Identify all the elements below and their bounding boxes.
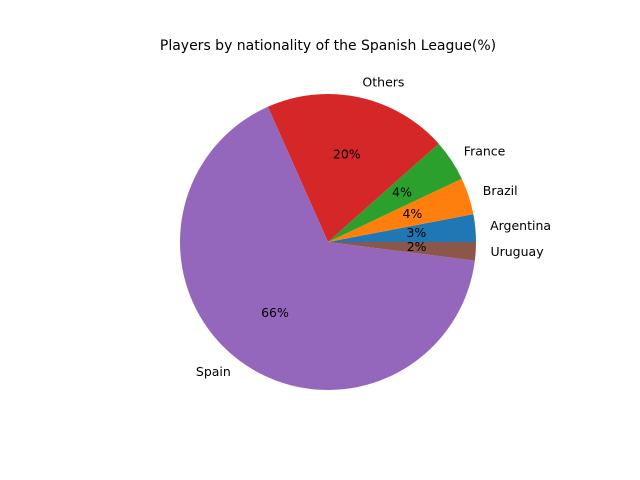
pie-slices bbox=[180, 94, 476, 390]
slice-percent-spain: 66% bbox=[261, 305, 289, 320]
slice-percent-uruguay: 2% bbox=[407, 239, 427, 254]
pie-slice-others bbox=[267, 94, 439, 242]
slice-label-france: France bbox=[464, 144, 506, 159]
slice-label-brazil: Brazil bbox=[483, 183, 518, 198]
pie-slice-argentina bbox=[328, 214, 476, 242]
pie-percent-labels: 3% 4% 4% 20% 66% 2% bbox=[261, 147, 427, 320]
slice-label-spain: Spain bbox=[196, 364, 231, 379]
pie-slice-brazil bbox=[328, 178, 474, 242]
slice-percent-others: 20% bbox=[333, 147, 361, 162]
pie-slice-uruguay bbox=[328, 242, 476, 261]
slice-label-uruguay: Uruguay bbox=[490, 244, 544, 259]
pie-slice-france bbox=[328, 143, 462, 242]
slice-percent-argentina: 3% bbox=[406, 225, 426, 240]
slice-label-others: Others bbox=[362, 74, 404, 89]
slice-percent-france: 4% bbox=[392, 185, 412, 200]
pie-labels: Argentina Brazil France Others Spain Uruguay bbox=[196, 74, 551, 379]
chart-title: Players by nationality of the Spanish Le… bbox=[160, 38, 496, 54]
pie-slice-spain bbox=[180, 106, 475, 390]
slice-percent-brazil: 4% bbox=[402, 206, 422, 221]
slice-label-argentina: Argentina bbox=[490, 218, 551, 233]
